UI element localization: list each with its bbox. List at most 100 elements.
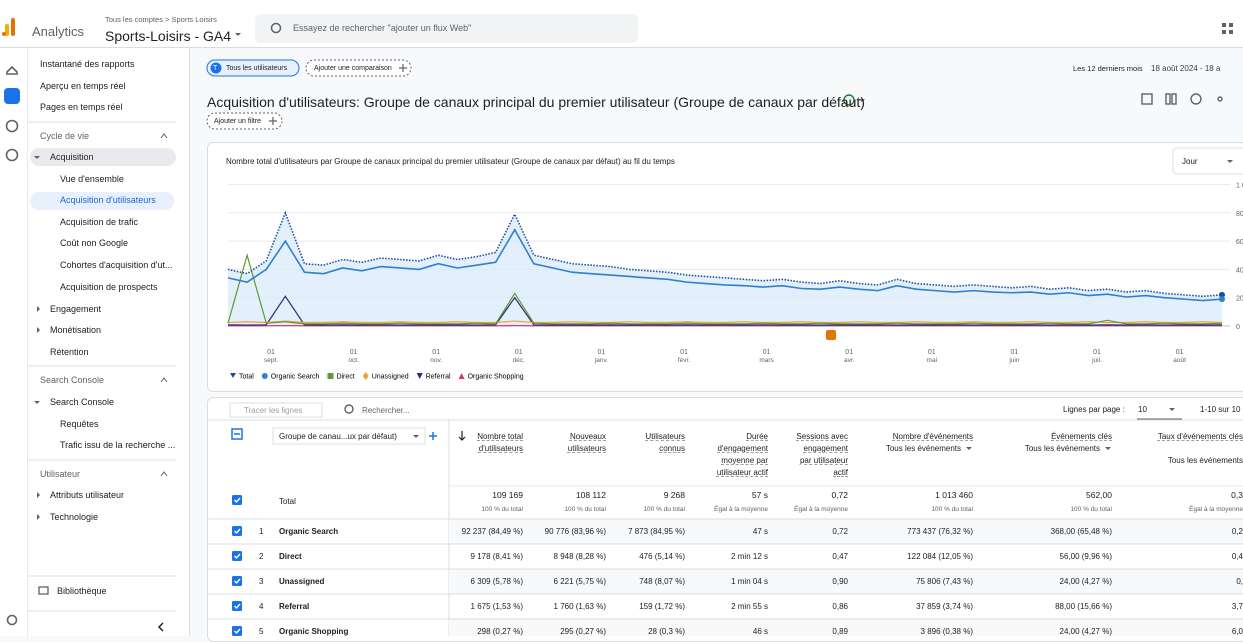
x-tick-label: janv. <box>594 357 608 364</box>
x-tick-label: 01 <box>845 349 853 356</box>
row-name[interactable]: Direct <box>279 551 302 562</box>
report-icons[interactable] <box>1142 94 1222 104</box>
nav-group[interactable]: Acquisition <box>50 152 94 163</box>
nav-item[interactable]: Acquisition de prospects <box>60 282 158 293</box>
legend-label: Direct <box>336 374 354 381</box>
column-header[interactable]: utilisateur actif <box>717 467 768 478</box>
x-tick-label: 01 <box>1176 349 1184 356</box>
column-header[interactable]: moyenne par <box>721 455 768 466</box>
row-cell: 0,89 <box>832 626 848 637</box>
x-tick-label: 01 <box>928 349 936 356</box>
apps-icon[interactable] <box>1222 23 1233 34</box>
total-note: 100 % du total <box>643 504 685 515</box>
column-header[interactable]: Nouveaux <box>570 431 606 442</box>
nav-item[interactable]: Cohortes d'acquisition d'ut... <box>60 260 173 271</box>
column-header[interactable]: Sessions avec <box>796 431 848 442</box>
compare-label[interactable]: Ajouter une comparaison <box>314 63 392 74</box>
nav-link[interactable]: Pages en temps réel <box>40 102 123 113</box>
row-cell: 6 221 (5,75 %) <box>554 576 606 587</box>
legend-symbol <box>417 373 423 379</box>
logo <box>2 18 15 36</box>
nav-item[interactable]: Requêtes <box>60 419 99 430</box>
chart-title: Nombre total d'utilisateurs par Groupe d… <box>226 156 675 167</box>
nav-link[interactable]: Bibliothèque <box>57 586 107 597</box>
nav-group[interactable]: Monétisation <box>50 325 101 336</box>
nav-group[interactable]: Rétention <box>50 347 89 358</box>
x-tick-label: 01 <box>432 349 440 356</box>
column-header[interactable]: Nombre d'événements <box>893 431 973 442</box>
x-tick-label: 01 <box>1093 349 1101 356</box>
folder-icon <box>39 587 48 594</box>
column-filter[interactable]: Tous les événements <box>1168 455 1243 466</box>
column-header[interactable]: connus <box>659 443 685 454</box>
legend-label: Organic Shopping <box>468 374 524 381</box>
dimension-label[interactable]: Groupe de canau...ux par défaut) <box>279 431 397 442</box>
column-header[interactable]: Durée <box>746 431 768 442</box>
filter-label[interactable]: Ajouter un filtre <box>214 116 261 127</box>
x-tick-label: avr. <box>844 357 855 364</box>
column-header[interactable]: Nombre total <box>477 431 523 442</box>
nav-link[interactable]: Instantané des rapports <box>40 59 135 70</box>
segment-chip-label[interactable]: Tous les utilisateurs <box>226 63 287 74</box>
row-name[interactable]: Organic Shopping <box>279 626 348 637</box>
total-value: 562,00 <box>1086 490 1112 501</box>
column-header[interactable]: d'utilisateurs <box>479 443 523 454</box>
column-header[interactable]: d'engagement <box>718 443 768 454</box>
date-range[interactable]: 18 août 2024 - 18 a <box>1151 63 1220 74</box>
row-cell: 75 806 (7,43 %) <box>916 576 973 587</box>
x-tick-label: 01 <box>680 349 688 356</box>
row-checkbox <box>232 626 242 636</box>
legend-label: Unassigned <box>372 374 409 381</box>
row-cell: 88,00 (15,66 %) <box>1055 601 1112 612</box>
row-cell: 476 (5,14 %) <box>639 551 685 562</box>
nav-item[interactable]: Coût non Google <box>60 238 128 249</box>
total-value: 57 s <box>752 490 768 501</box>
nav-group[interactable]: Attributs utilisateur <box>50 490 124 501</box>
column-filter[interactable]: Tous les événements <box>886 443 961 454</box>
column-header[interactable]: Événements clés <box>1051 431 1112 442</box>
nav-item[interactable]: Acquisition de trafic <box>60 217 138 228</box>
property-name[interactable]: Sports-Loisirs - GA4 <box>105 29 231 44</box>
column-filter[interactable]: Tous les événements <box>1025 443 1100 454</box>
column-header[interactable]: par utilisateur <box>800 455 848 466</box>
column-header[interactable]: utilisateurs <box>568 443 606 454</box>
row-cell: 298 (0,27 %) <box>477 626 523 637</box>
column-header[interactable]: Utilisateurs <box>645 431 685 442</box>
legend-symbol <box>262 373 268 379</box>
x-tick-label: nov. <box>430 357 442 364</box>
rows-per-page-label: Lignes par page : <box>1063 404 1125 415</box>
nav-item[interactable]: Vue d'ensemble <box>60 174 124 185</box>
nav-item[interactable]: Trafic issu de la recherche ... <box>60 440 175 451</box>
nav-item[interactable]: Acquisition d'utilisateurs <box>60 195 156 206</box>
x-tick-label: juil. <box>1091 357 1102 364</box>
table-search[interactable]: Rechercher... <box>362 405 410 416</box>
row-name[interactable]: Referral <box>279 601 309 612</box>
row-rank: 1 <box>259 526 263 537</box>
column-header[interactable]: actif <box>833 467 848 478</box>
row-cell: 1 min 04 s <box>731 576 768 587</box>
row-cell: 0,2 <box>1232 526 1243 537</box>
breadcrumb[interactable]: Tous les comptes > Sports Loisirs <box>105 14 217 25</box>
caret <box>37 492 40 498</box>
plot-button-label[interactable]: Tracer les lignes <box>244 405 302 416</box>
nav-link[interactable]: Aperçu en temps réel <box>40 81 126 92</box>
row-name[interactable]: Organic Search <box>279 526 338 537</box>
row-cell: 2 min 55 s <box>731 601 768 612</box>
row-checkbox <box>232 495 242 505</box>
row-rank: 3 <box>259 576 263 587</box>
total-note: 100 % du total <box>931 504 973 515</box>
column-header[interactable]: Taux d'événements clés <box>1158 431 1243 442</box>
total-value: 0,3 <box>1231 490 1243 501</box>
rows-per-page[interactable]: 10 <box>1138 404 1147 415</box>
report-title: Acquisition d'utilisateurs: Groupe de ca… <box>207 95 865 110</box>
row-name[interactable]: Unassigned <box>279 576 324 587</box>
column-header[interactable]: engagement <box>804 443 848 454</box>
granularity-value[interactable]: Jour <box>1182 156 1198 167</box>
nav-group[interactable]: Technologie <box>50 512 98 523</box>
row-cell: 47 s <box>753 526 768 537</box>
legend-label: Referral <box>426 374 451 381</box>
x-tick-label: févr. <box>678 357 690 364</box>
row-checkbox <box>232 601 242 611</box>
nav-group[interactable]: Search Console <box>50 397 114 408</box>
nav-group[interactable]: Engagement <box>50 304 101 315</box>
